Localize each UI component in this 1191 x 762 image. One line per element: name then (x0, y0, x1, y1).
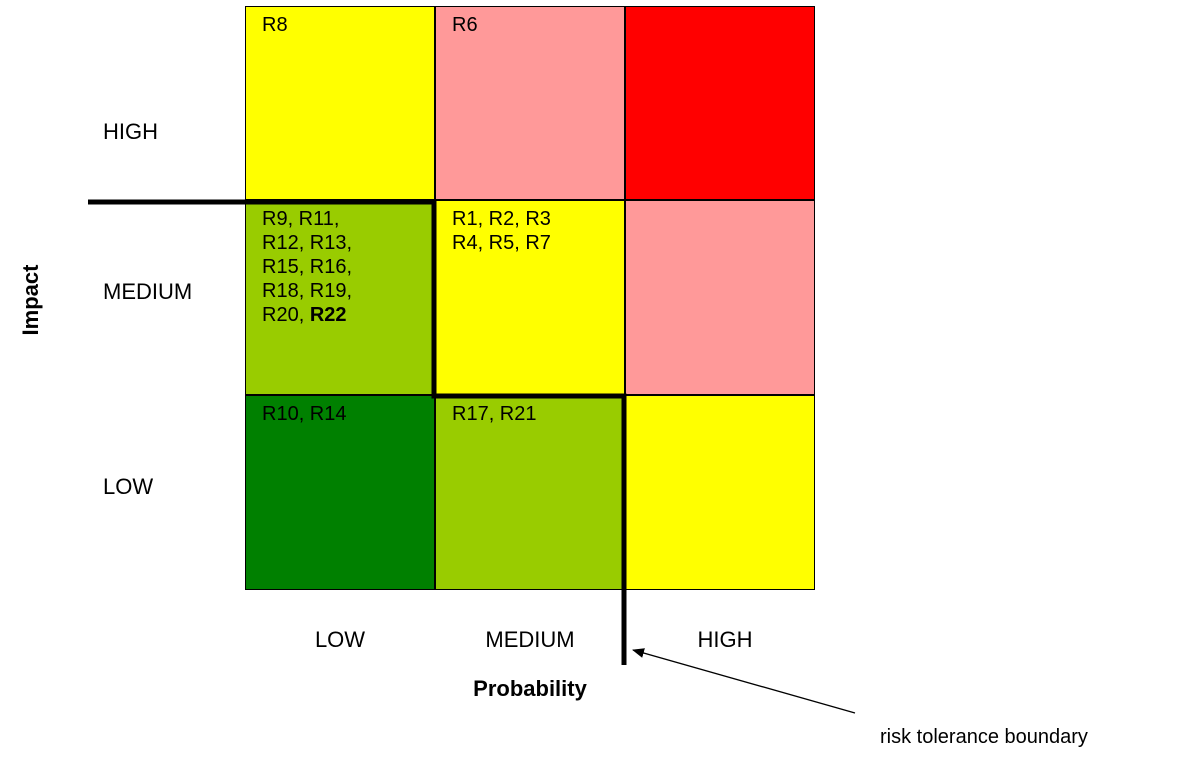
risk-matrix: R8 R6 R9, R11, R12, R13, R15, R16, R18, … (245, 6, 815, 590)
cell-medium-impact-medium-probability: R1, R2, R3 R4, R5, R7 (435, 200, 625, 395)
cell-medium-impact-low-probability: R9, R11, R12, R13, R15, R16, R18, R19, R… (245, 200, 435, 395)
cell-high-impact-medium-probability: R6 (435, 6, 625, 200)
cell-high-impact-high-probability (625, 6, 815, 200)
impact-level-low: LOW (103, 474, 154, 499)
probability-level-high: HIGH (697, 627, 753, 652)
probability-axis-title: Probability (473, 676, 587, 701)
impact-level-high: HIGH (103, 119, 158, 144)
cell-low-impact-high-probability (625, 395, 815, 590)
cell-medium-impact-high-probability (625, 200, 815, 395)
cell-low-impact-medium-probability: R17, R21 (435, 395, 625, 590)
impact-level-medium: MEDIUM (103, 279, 193, 304)
cell-low-impact-low-probability: R10, R14 (245, 395, 435, 590)
impact-axis-title: Impact (18, 264, 43, 336)
risk-tolerance-boundary-label: risk tolerance boundary (880, 726, 1088, 748)
cell-high-impact-low-probability: R8 (245, 6, 435, 200)
boundary-pointer-arrow (632, 648, 856, 714)
probability-level-low: LOW (314, 627, 366, 652)
probability-level-medium: MEDIUM (485, 627, 575, 652)
highlighted-risk: R22 (309, 304, 347, 326)
